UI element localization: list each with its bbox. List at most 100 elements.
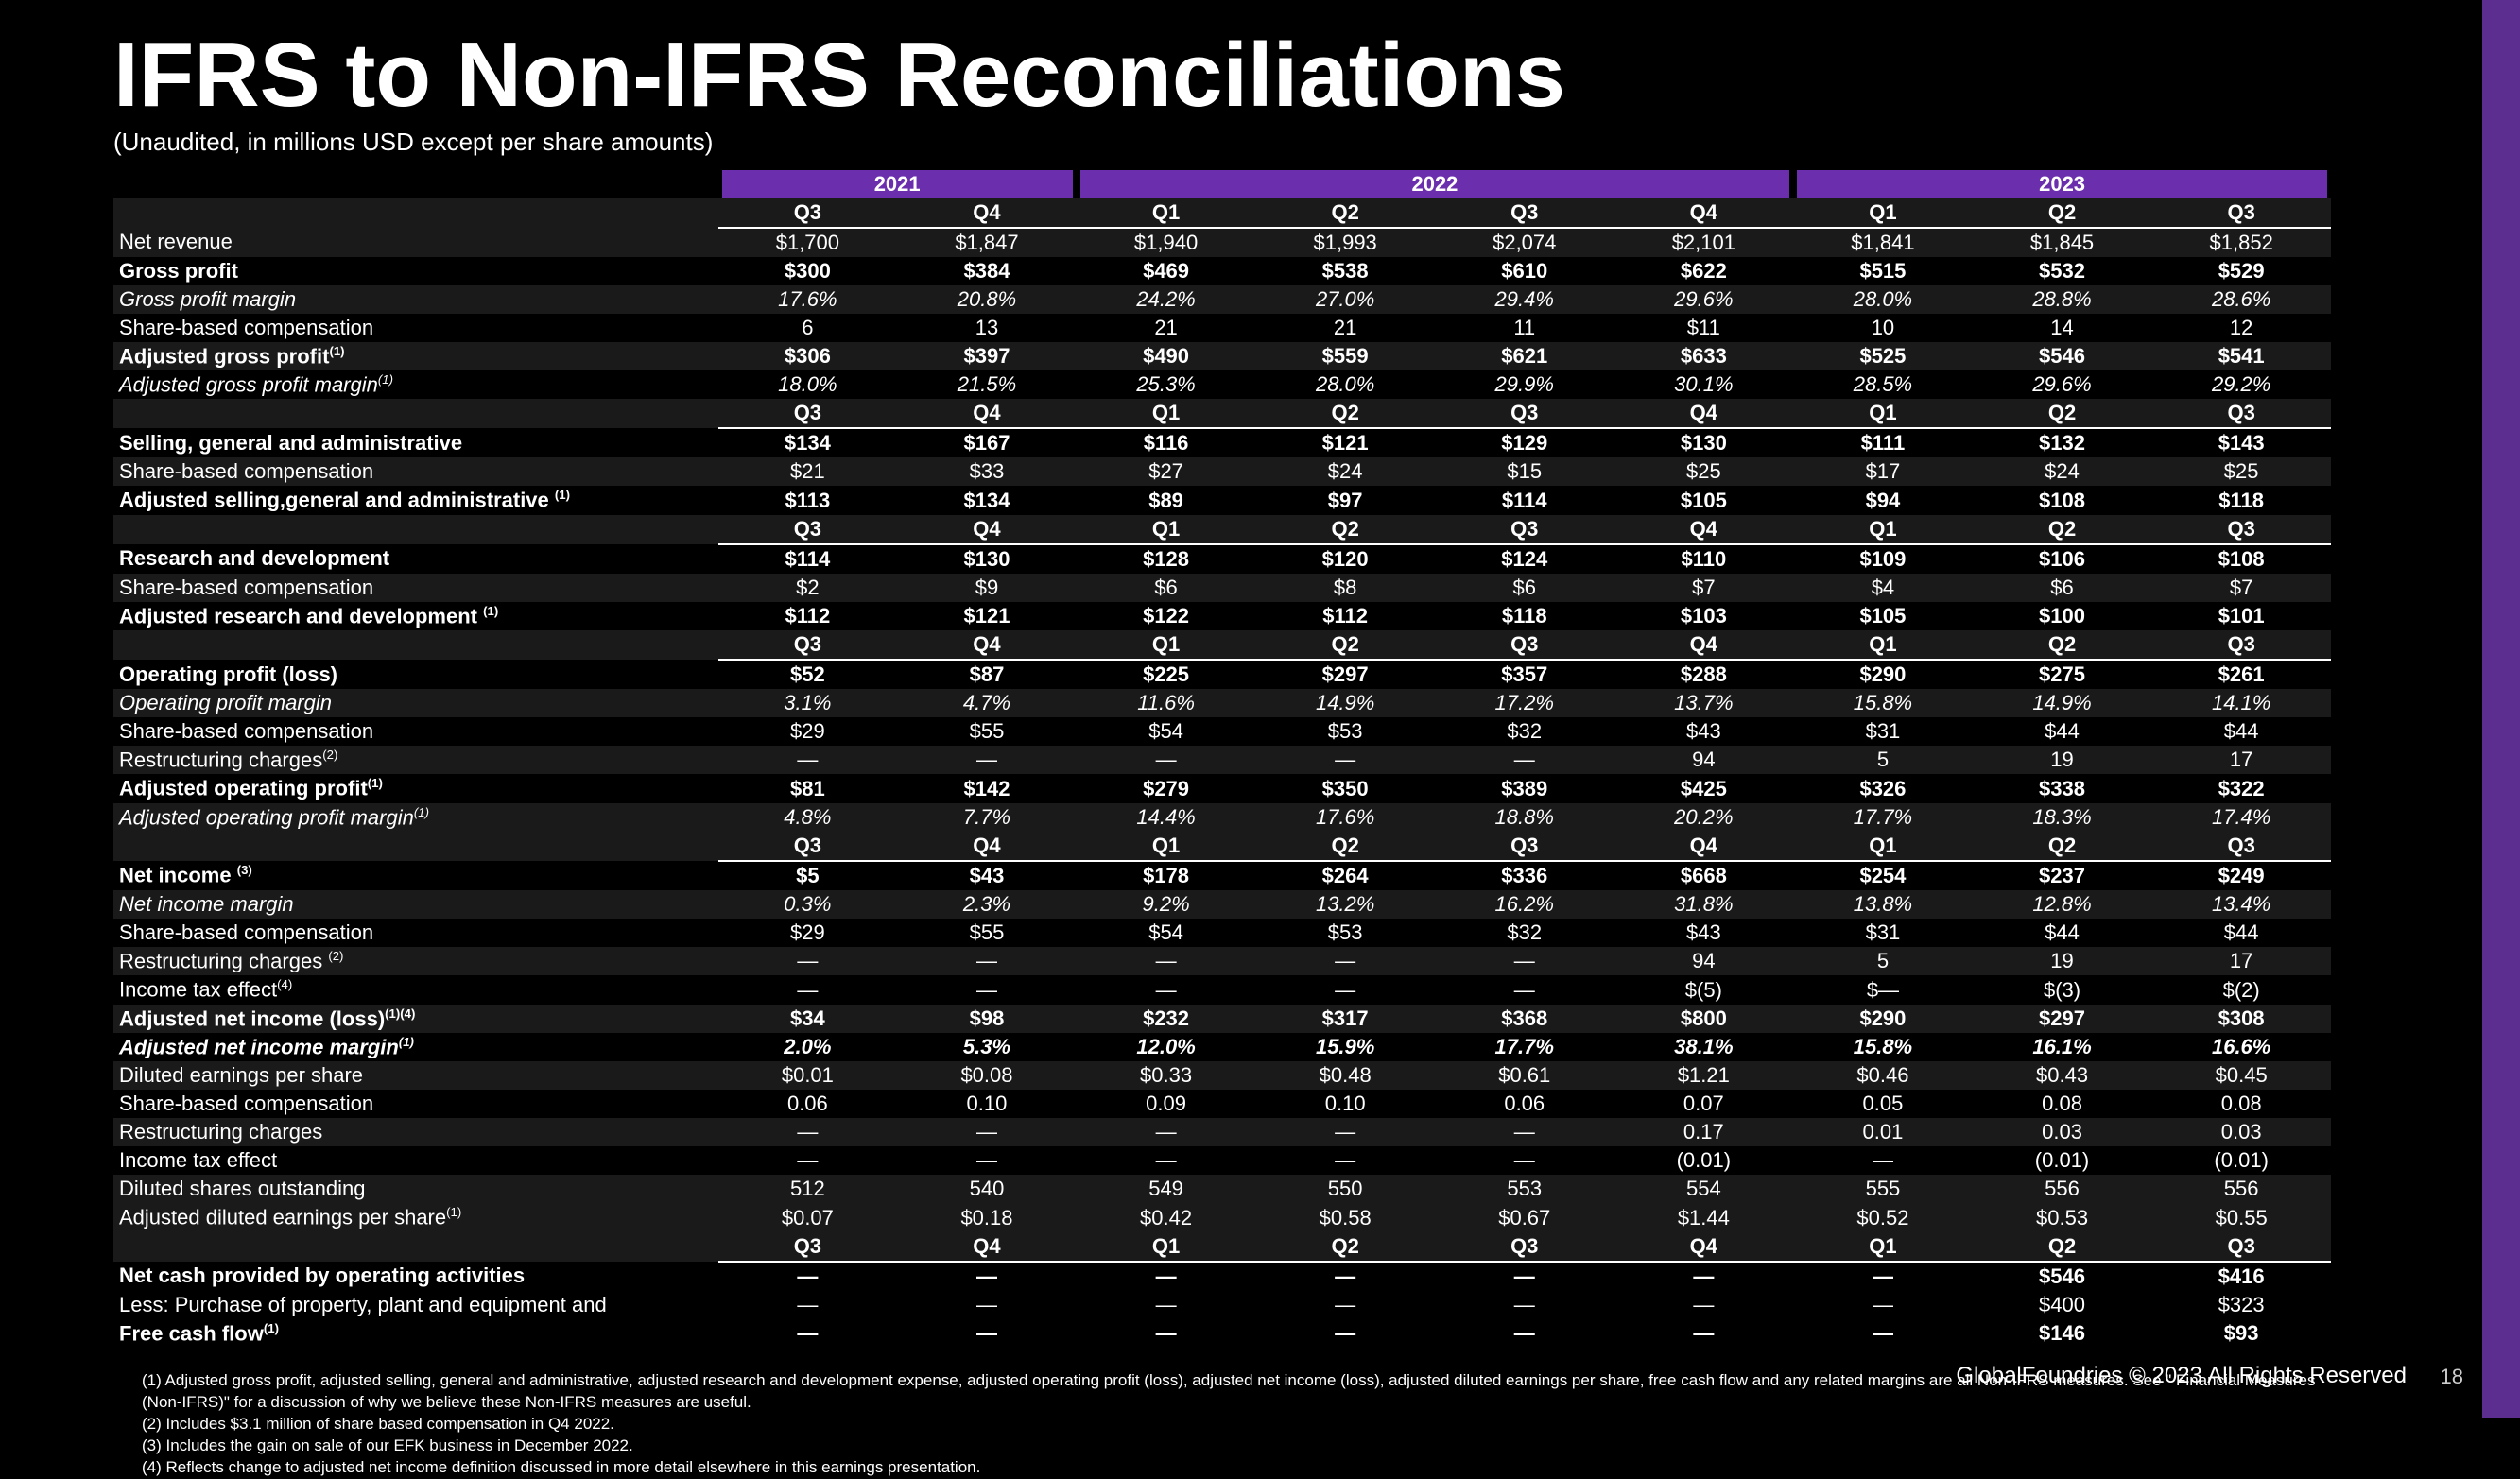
cell-value: $8 bbox=[1255, 574, 1435, 602]
cell-value: $288 bbox=[1614, 660, 1794, 689]
cell-value: — bbox=[897, 975, 1077, 1004]
cell-value: $134 bbox=[718, 428, 898, 457]
cell-value: $89 bbox=[1077, 486, 1256, 514]
row-label: Restructuring charges(2) bbox=[113, 746, 718, 774]
quarter-label: Q3 bbox=[1435, 399, 1614, 428]
table-row: Share-based compensation0.060.100.090.10… bbox=[113, 1090, 2331, 1118]
table-row: Adjusted operating profit margin(1)4.8%7… bbox=[113, 803, 2331, 832]
cell-value: $7 bbox=[1614, 574, 1794, 602]
cell-value: 6 bbox=[718, 314, 898, 342]
quarter-header-row: Q3Q4Q1Q2Q3Q4Q1Q2Q3 bbox=[113, 1232, 2331, 1262]
cell-value: 4.8% bbox=[718, 803, 898, 832]
cell-value: — bbox=[1435, 947, 1614, 975]
cell-value: $0.48 bbox=[1255, 1061, 1435, 1090]
cell-value: $(2) bbox=[2151, 975, 2331, 1004]
cell-value: $33 bbox=[897, 457, 1077, 486]
cell-value: $1,993 bbox=[1255, 228, 1435, 257]
row-label: Adjusted diluted earnings per share(1) bbox=[113, 1203, 718, 1231]
cell-value: — bbox=[1435, 1146, 1614, 1175]
cell-value: $(3) bbox=[1973, 975, 2152, 1004]
cell-value: $1,847 bbox=[897, 228, 1077, 257]
row-label: Restructuring charges bbox=[113, 1118, 718, 1146]
cell-value: 13.8% bbox=[1793, 890, 1973, 919]
cell-value: $800 bbox=[1614, 1005, 1794, 1033]
cell-value: $44 bbox=[1973, 717, 2152, 746]
cell-value: $622 bbox=[1614, 257, 1794, 285]
cell-value: $0.46 bbox=[1793, 1061, 1973, 1090]
quarter-label: Q4 bbox=[1614, 515, 1794, 544]
cell-value: — bbox=[1077, 1146, 1256, 1175]
cell-value: 29.6% bbox=[1614, 285, 1794, 314]
cell-value: — bbox=[1255, 1291, 1435, 1319]
quarter-label: Q4 bbox=[897, 515, 1077, 544]
cell-value: $108 bbox=[2151, 544, 2331, 574]
cell-value: — bbox=[897, 1262, 1077, 1291]
cell-value: $100 bbox=[1973, 602, 2152, 630]
cell-value: 38.1% bbox=[1614, 1033, 1794, 1061]
cell-value: 28.6% bbox=[2151, 285, 2331, 314]
quarter-label: Q3 bbox=[2151, 630, 2331, 660]
cell-value: — bbox=[1793, 1319, 1973, 1348]
cell-value: $118 bbox=[2151, 486, 2331, 514]
cell-value: 512 bbox=[718, 1175, 898, 1203]
cell-value: $237 bbox=[1973, 861, 2152, 890]
cell-value: $2,074 bbox=[1435, 228, 1614, 257]
cell-value: $1.21 bbox=[1614, 1061, 1794, 1090]
year-label: 2022 bbox=[1080, 170, 1789, 198]
cell-value: 18.8% bbox=[1435, 803, 1614, 832]
cell-value: — bbox=[718, 1118, 898, 1146]
cell-value: 15.8% bbox=[1793, 689, 1973, 717]
table-row: Diluted earnings per share$0.01$0.08$0.3… bbox=[113, 1061, 2331, 1090]
cell-value: $1,845 bbox=[1973, 228, 2152, 257]
cell-value: $317 bbox=[1255, 1005, 1435, 1033]
table-row: Restructuring charges—————0.170.010.030.… bbox=[113, 1118, 2331, 1146]
cell-value: $21 bbox=[718, 457, 898, 486]
quarter-label: Q1 bbox=[1077, 515, 1256, 544]
cell-value: $610 bbox=[1435, 257, 1614, 285]
cell-value: — bbox=[718, 1262, 898, 1291]
cell-value: 29.2% bbox=[2151, 370, 2331, 399]
cell-value: 10 bbox=[1793, 314, 1973, 342]
cell-value: $1,940 bbox=[1077, 228, 1256, 257]
cell-value: 0.17 bbox=[1614, 1118, 1794, 1146]
cell-value: 11.6% bbox=[1077, 689, 1256, 717]
cell-value: 0.3% bbox=[718, 890, 898, 919]
copyright: GlobalFoundries © 2023 All Rights Reserv… bbox=[1956, 1363, 2407, 1389]
cell-value: — bbox=[1435, 975, 1614, 1004]
cell-value: $2,101 bbox=[1614, 228, 1794, 257]
cell-value: 17.4% bbox=[2151, 803, 2331, 832]
cell-value: $178 bbox=[1077, 861, 1256, 890]
cell-value: 0.10 bbox=[897, 1090, 1077, 1118]
page-title: IFRS to Non-IFRS Reconciliations bbox=[113, 28, 2331, 124]
cell-value: $357 bbox=[1435, 660, 1614, 689]
cell-value: $24 bbox=[1973, 457, 2152, 486]
table-row: Restructuring charges (2)—————9451917 bbox=[113, 947, 2331, 975]
cell-value: $53 bbox=[1255, 717, 1435, 746]
quarter-header-row: Q3Q4Q1Q2Q3Q4Q1Q2Q3 bbox=[113, 399, 2331, 428]
cell-value: $29 bbox=[718, 717, 898, 746]
quarter-label: Q4 bbox=[1614, 1232, 1794, 1262]
cell-value: 14.9% bbox=[1973, 689, 2152, 717]
cell-value: — bbox=[897, 947, 1077, 975]
table-row: Share-based compensation$29$55$54$53$32$… bbox=[113, 717, 2331, 746]
cell-value: — bbox=[1793, 1262, 1973, 1291]
table-row: Net income (3)$5$43$178$264$336$668$254$… bbox=[113, 861, 2331, 890]
cell-value: $128 bbox=[1077, 544, 1256, 574]
cell-value: 27.0% bbox=[1255, 285, 1435, 314]
cell-value: 13.2% bbox=[1255, 890, 1435, 919]
cell-value: $17 bbox=[1793, 457, 1973, 486]
table-row: Share-based compensation613212111$111014… bbox=[113, 314, 2331, 342]
table-row: Adjusted net income (loss)(1)(4)$34$98$2… bbox=[113, 1005, 2331, 1033]
quarter-label: Q3 bbox=[1435, 1232, 1614, 1262]
cell-value: $0.67 bbox=[1435, 1203, 1614, 1231]
cell-value: $6 bbox=[1435, 574, 1614, 602]
cell-value: 7.7% bbox=[897, 803, 1077, 832]
cell-value: $0.18 bbox=[897, 1203, 1077, 1231]
cell-value: 12.0% bbox=[1077, 1033, 1256, 1061]
cell-value: $338 bbox=[1973, 774, 2152, 802]
cell-value: 556 bbox=[2151, 1175, 2331, 1203]
table-row: Adjusted research and development (1)$11… bbox=[113, 602, 2331, 630]
cell-value: 12 bbox=[2151, 314, 2331, 342]
cell-value: $44 bbox=[1973, 919, 2152, 947]
row-label: Adjusted selling,general and administrat… bbox=[113, 486, 718, 514]
